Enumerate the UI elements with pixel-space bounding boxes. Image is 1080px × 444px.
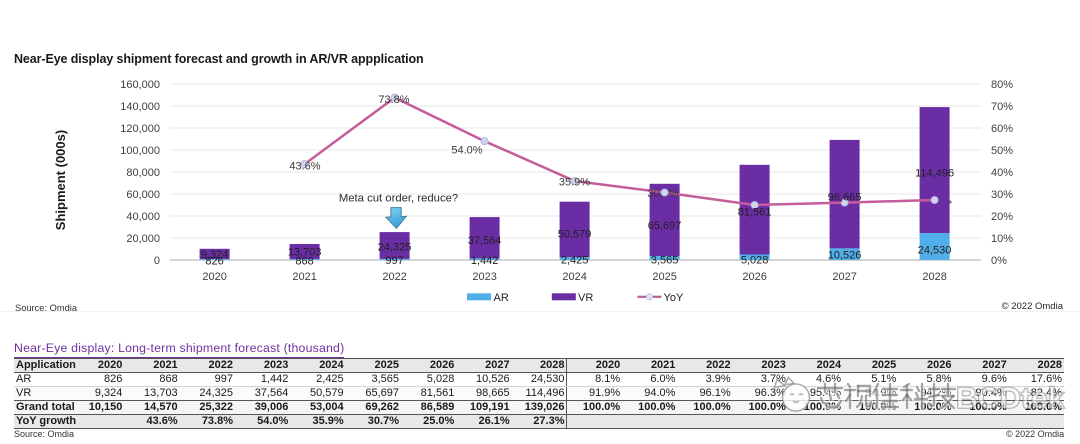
- svg-text:40,000: 40,000: [126, 211, 160, 223]
- svg-text:54.0%: 54.0%: [451, 144, 482, 156]
- svg-text:826: 826: [205, 255, 223, 267]
- svg-text:0: 0: [154, 255, 160, 267]
- svg-text:997: 997: [385, 255, 403, 267]
- svg-text:81,561: 81,561: [738, 206, 772, 218]
- svg-text:2022: 2022: [382, 271, 406, 283]
- svg-text:BCDtek: BCDtek: [956, 382, 1065, 415]
- svg-text:120,000: 120,000: [120, 123, 160, 135]
- svg-text:2024: 2024: [562, 271, 586, 283]
- svg-text:70%: 70%: [991, 101, 1013, 113]
- svg-text:60%: 60%: [991, 123, 1013, 135]
- svg-text:60,000: 60,000: [126, 189, 160, 201]
- svg-text:Source: Omdia: Source: Omdia: [15, 303, 78, 313]
- svg-text:30%: 30%: [991, 189, 1013, 201]
- svg-text:2027: 2027: [832, 271, 856, 283]
- svg-text:35.9%: 35.9%: [559, 177, 590, 189]
- svg-text:100,000: 100,000: [120, 145, 160, 157]
- svg-text:1,442: 1,442: [471, 255, 499, 267]
- svg-text:24,530: 24,530: [918, 244, 952, 256]
- svg-text:80,000: 80,000: [126, 167, 160, 179]
- svg-text:9,324: 9,324: [201, 249, 229, 261]
- svg-text:2028: 2028: [922, 271, 946, 283]
- svg-text:10%: 10%: [991, 233, 1013, 245]
- svg-text:0%: 0%: [991, 255, 1007, 267]
- svg-text:2026: 2026: [742, 271, 766, 283]
- svg-text:50%: 50%: [991, 145, 1013, 157]
- svg-text:80%: 80%: [991, 79, 1013, 91]
- svg-text:140,000: 140,000: [120, 101, 160, 113]
- svg-text:© 2022 Omdia: © 2022 Omdia: [1002, 301, 1064, 312]
- svg-text:37,564: 37,564: [468, 235, 502, 247]
- svg-text:2020: 2020: [202, 271, 226, 283]
- svg-text:114,496: 114,496: [915, 168, 954, 180]
- svg-text:20,000: 20,000: [126, 233, 160, 245]
- svg-text:98,665: 98,665: [828, 191, 862, 203]
- svg-text:YoY: YoY: [664, 292, 684, 304]
- svg-text:50,579: 50,579: [558, 228, 592, 240]
- svg-text:43.6%: 43.6%: [289, 160, 320, 172]
- svg-text:868: 868: [295, 255, 313, 267]
- svg-text:13,703: 13,703: [288, 246, 322, 258]
- svg-text:73.8%: 73.8%: [378, 94, 409, 106]
- svg-text:2,425: 2,425: [561, 255, 589, 267]
- svg-text:2021: 2021: [292, 271, 316, 283]
- svg-text:5,028: 5,028: [741, 255, 769, 267]
- svg-text:65,697: 65,697: [648, 220, 682, 232]
- svg-text:AR: AR: [494, 292, 509, 304]
- svg-text:2023: 2023: [472, 271, 496, 283]
- svg-text:24,325: 24,325: [378, 241, 412, 253]
- svg-text:Shipment (000s): Shipment (000s): [53, 130, 68, 230]
- svg-text:2025: 2025: [652, 271, 676, 283]
- svg-text:3,565: 3,565: [651, 255, 679, 267]
- svg-text:40%: 40%: [991, 167, 1013, 179]
- svg-text:160,000: 160,000: [120, 79, 160, 91]
- svg-text:Meta cut order, reduce?: Meta cut order, reduce?: [339, 193, 458, 205]
- svg-text:20%: 20%: [991, 211, 1013, 223]
- svg-text:VR: VR: [578, 292, 593, 304]
- svg-text:10,526: 10,526: [828, 250, 862, 262]
- svg-text:Near-Eye display shipment fore: Near-Eye display shipment forecast and g…: [14, 52, 424, 66]
